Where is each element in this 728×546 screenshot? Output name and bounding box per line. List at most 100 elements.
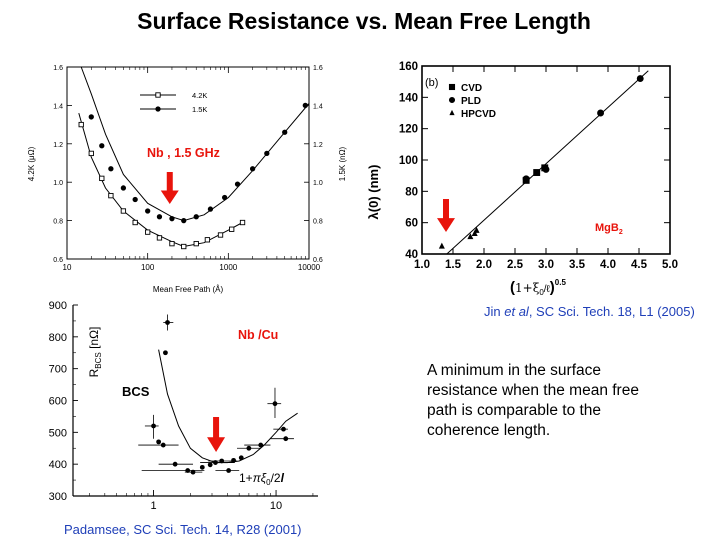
y-tick-label: 160 bbox=[399, 61, 418, 73]
x-tick-label: 1000 bbox=[219, 263, 237, 272]
y-tick-label-left: 0.8 bbox=[53, 219, 63, 226]
legend-label: PLD bbox=[461, 96, 481, 107]
data-point-4p2k bbox=[145, 229, 151, 235]
x-tick-label: 5.0 bbox=[662, 259, 678, 271]
point-marker bbox=[226, 468, 232, 473]
data-point-4p2k bbox=[156, 235, 163, 241]
legend-marker bbox=[448, 96, 456, 104]
point-marker bbox=[163, 350, 168, 356]
y-tick-label: 140 bbox=[399, 92, 418, 104]
x-tick-label: 4.5 bbox=[631, 259, 648, 271]
y-tick-label: 120 bbox=[399, 124, 418, 136]
point-marker bbox=[283, 436, 289, 442]
legend: 4.2K 1.5K bbox=[140, 91, 207, 114]
y-tick-label: 400 bbox=[49, 459, 67, 471]
x-tick-label: 3.0 bbox=[538, 259, 554, 271]
y-tick-label: 40 bbox=[405, 249, 418, 261]
y-tick-label-right: 1.4 bbox=[313, 103, 323, 110]
point-marker bbox=[238, 455, 244, 461]
y-tick-label-right: 1.0 bbox=[313, 180, 323, 187]
y-tick-label: 600 bbox=[49, 396, 67, 408]
data-point-4p2k bbox=[108, 192, 114, 199]
y-tick-label: 300 bbox=[49, 491, 67, 503]
x-tick-label: 100 bbox=[141, 263, 155, 272]
citation-prefix: Jin bbox=[484, 304, 505, 319]
y-tick-label-left: 1.0 bbox=[53, 180, 63, 187]
point-marker bbox=[151, 423, 156, 429]
fit-curve-upper bbox=[80, 66, 310, 222]
data-point-4p2k bbox=[193, 240, 199, 247]
data-point-1p5k bbox=[264, 150, 270, 157]
data-point-1p5k bbox=[234, 181, 241, 187]
arrow-head bbox=[437, 218, 455, 232]
slide-title: Surface Resistance vs. Mean Free Length bbox=[137, 8, 591, 34]
panel-label-b: (b) bbox=[425, 77, 438, 89]
curve-label-bcs: BCS bbox=[122, 384, 150, 399]
point-marker bbox=[190, 469, 196, 475]
point-marker bbox=[156, 439, 162, 445]
data-point-hpcvd bbox=[467, 233, 474, 240]
data-point-hpcvd bbox=[438, 242, 445, 249]
y-tick-label: 500 bbox=[49, 427, 67, 439]
x-axis-label: Mean Free Path (Å) bbox=[153, 285, 224, 294]
data-point-4p2k bbox=[229, 226, 235, 232]
legend-marker bbox=[449, 109, 455, 116]
arrow-shaft bbox=[213, 417, 220, 439]
down-arrow bbox=[437, 199, 455, 232]
point-marker bbox=[272, 401, 278, 407]
y-tick-label: 900 bbox=[49, 300, 67, 312]
citation-mgb2: Jin et al, SC Sci. Tech. 18, L1 (2005) bbox=[484, 304, 695, 319]
data-point bbox=[184, 469, 203, 475]
annotation-nbcu: Nb /Cu bbox=[238, 328, 278, 342]
x-axis-label: 1+πξ0/2l bbox=[239, 471, 285, 487]
fit-line bbox=[446, 70, 649, 255]
annotation-mgb2: MgB2 bbox=[595, 222, 623, 236]
data-point-4p2k bbox=[120, 208, 127, 214]
legend-marker bbox=[155, 92, 161, 98]
data-point-1p5k bbox=[193, 214, 199, 220]
y-tick-label-right: 1.2 bbox=[313, 142, 323, 149]
arrow-shaft bbox=[166, 172, 173, 192]
data-point bbox=[138, 442, 179, 448]
legend-marker bbox=[155, 106, 161, 112]
y-tick-label: 60 bbox=[405, 218, 418, 230]
data-point-pld bbox=[522, 175, 530, 183]
y-tick-label-left: 1.4 bbox=[53, 103, 63, 110]
data-point-cvd bbox=[533, 169, 541, 176]
y-tick-label: 100 bbox=[399, 155, 418, 167]
data-point-1p5k bbox=[132, 196, 138, 203]
data-point-4p2k bbox=[132, 219, 138, 226]
data-point-pld bbox=[597, 109, 605, 117]
data-point-4p2k bbox=[99, 175, 105, 182]
data-point bbox=[158, 461, 194, 467]
x-tick-label: 2.5 bbox=[507, 259, 524, 271]
summary-text: A minimum in the surface resistance when… bbox=[427, 362, 639, 439]
data-point bbox=[238, 455, 244, 461]
annotation-nb-1p5ghz: Nb , 1.5 GHz bbox=[147, 146, 220, 160]
y-axis-label-right: 1.5K (nΩ) bbox=[338, 146, 347, 181]
x-tick-label: 10 bbox=[63, 263, 72, 272]
x-tick-label: 10000 bbox=[298, 263, 321, 272]
point-marker bbox=[207, 462, 213, 468]
data-point bbox=[244, 442, 271, 448]
point-marker bbox=[219, 458, 225, 464]
data-point-4p2k bbox=[217, 232, 224, 238]
data-point-1p5k bbox=[99, 143, 105, 149]
y-tick-label: 800 bbox=[49, 332, 67, 344]
data-point-1p5k bbox=[249, 166, 256, 172]
data-point bbox=[207, 462, 213, 468]
arrow-shaft bbox=[443, 199, 449, 220]
y-axis-label: RBCS [nΩ] bbox=[87, 327, 103, 378]
data-point-4p2k bbox=[181, 243, 187, 250]
y-tick-label-left: 1.2 bbox=[53, 142, 63, 149]
x-tick-label: 1 bbox=[150, 500, 156, 512]
citation-suffix: , SC Sci. Tech. 18, L1 (2005) bbox=[528, 304, 695, 319]
x-tick-label: 1.0 bbox=[414, 259, 430, 271]
data-point bbox=[163, 350, 168, 356]
x-tick-label: 1.5 bbox=[445, 259, 462, 271]
data-point-1p5k bbox=[302, 102, 308, 109]
data-point-4p2k bbox=[204, 237, 211, 243]
